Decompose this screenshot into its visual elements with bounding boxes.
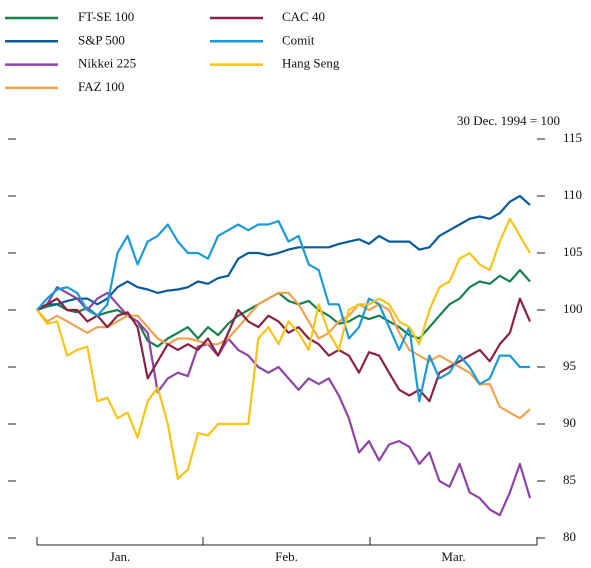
- y-tick-label: 105: [563, 244, 583, 259]
- legend-label: FAZ 100: [78, 79, 124, 94]
- legend-label: FT-SE 100: [78, 9, 134, 24]
- legend-label: S&P 500: [78, 32, 125, 47]
- line-series: [36, 217, 531, 480]
- y-tick-label: 80: [563, 529, 576, 544]
- line-series: [36, 269, 531, 348]
- legend-label: Hang Seng: [282, 56, 340, 71]
- line-series: [36, 220, 530, 403]
- x-tick-label: Mar.: [441, 549, 465, 564]
- legend-label: Comit: [282, 32, 315, 47]
- y-tick-label: 90: [563, 415, 576, 430]
- y-tick-label: 95: [563, 358, 576, 373]
- line-series: [36, 286, 532, 517]
- y-tick-label: 85: [563, 472, 576, 487]
- legend-label: Nikkei 225: [78, 56, 136, 71]
- line-series: [36, 297, 532, 403]
- line-series: [36, 194, 531, 311]
- legend-label: CAC 40: [282, 9, 325, 24]
- y-tick-label: 110: [563, 187, 582, 202]
- chart-subtitle: 30 Dec. 1994 = 100: [457, 113, 560, 128]
- x-tick-label: Feb.: [275, 549, 298, 564]
- x-tick-label: Jan.: [110, 549, 131, 564]
- y-tick-label: 115: [563, 130, 582, 145]
- line-series: [36, 291, 531, 420]
- y-tick-label: 100: [563, 301, 583, 316]
